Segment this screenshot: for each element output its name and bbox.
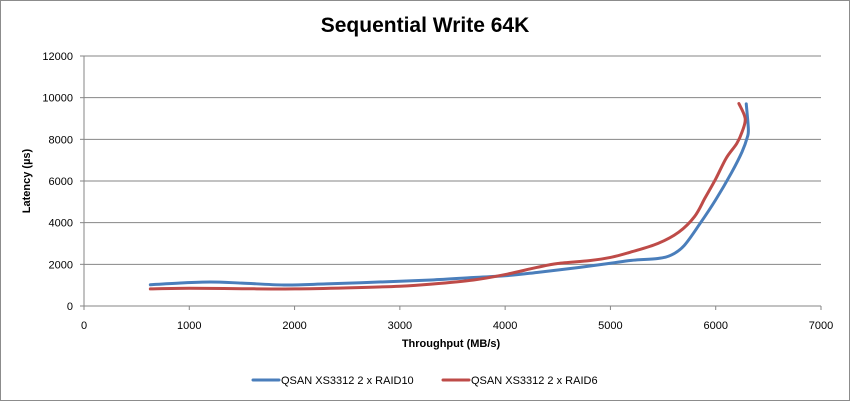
x-axis-title: Throughput (MB/s): [402, 338, 501, 350]
x-tick-label: 7000: [809, 320, 833, 332]
y-tick-label: 8000: [49, 134, 73, 146]
series-line-2: [148, 102, 747, 291]
legend-label: QSAN XS3312 2 x RAID6: [471, 375, 598, 387]
x-tick-label: 6000: [703, 320, 727, 332]
y-tick-label: 12000: [42, 51, 73, 63]
x-tick-label: 2000: [282, 320, 306, 332]
gridlines: [84, 55, 821, 265]
x-tick-label: 0: [81, 320, 87, 332]
series-line-1: [148, 102, 750, 287]
y-tick-label: 4000: [49, 218, 73, 230]
y-tick-labels: 0 2000 4000 6000 8000 10000 12000: [42, 51, 73, 313]
y-tick-label: 0: [67, 301, 73, 313]
legend: QSAN XS3312 2 x RAID10 QSAN XS3312 2 x RA…: [251, 375, 598, 387]
series-lines: [148, 102, 750, 291]
y-axis-title: Latency (µs): [21, 148, 33, 213]
y-tick-label: 10000: [42, 93, 73, 105]
y-tick-label: 2000: [49, 259, 73, 271]
legend-label: QSAN XS3312 2 x RAID10: [281, 375, 414, 387]
x-tick-label: 3000: [388, 320, 412, 332]
axes: [80, 55, 822, 310]
chart-title: Sequential Write 64K: [321, 14, 530, 37]
x-tick-label: 4000: [493, 320, 517, 332]
x-tick-labels: 0 1000 2000 3000 4000 5000 6000 7000: [81, 320, 833, 332]
y-tick-label: 6000: [49, 176, 73, 188]
x-tick-label: 1000: [177, 320, 201, 332]
x-tick-label: 5000: [598, 320, 622, 332]
